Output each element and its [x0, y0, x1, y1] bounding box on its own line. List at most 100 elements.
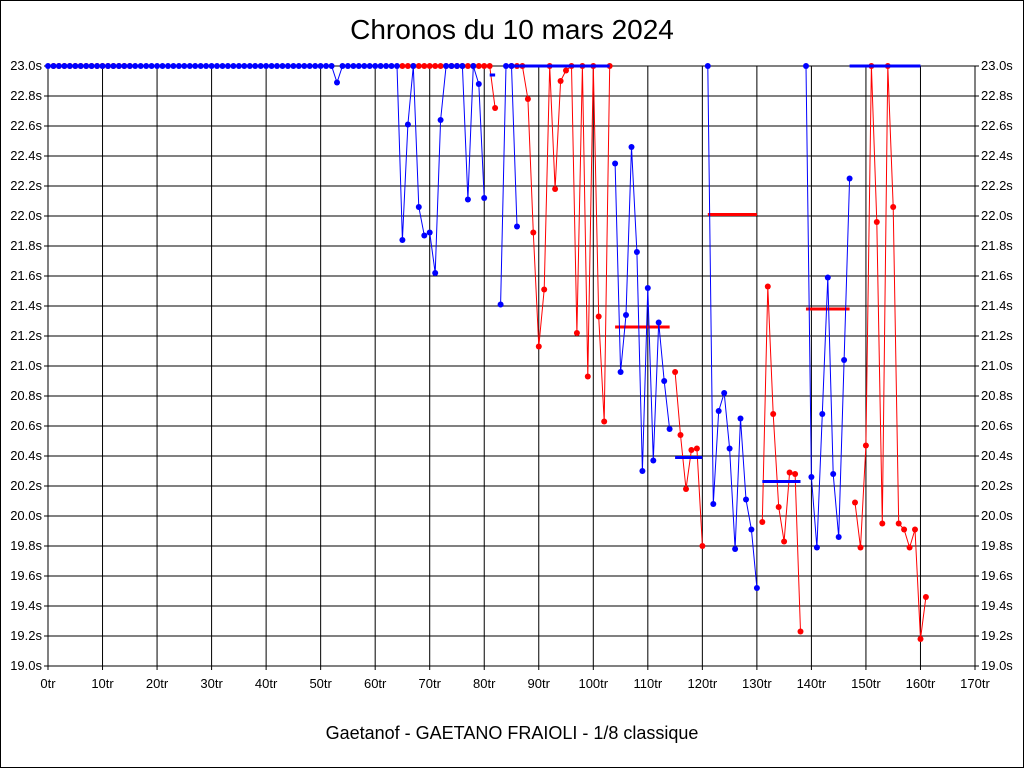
data-point: [524, 96, 531, 102]
data-point: [895, 520, 902, 527]
data-point: [83, 63, 90, 69]
data-point: [759, 519, 766, 525]
data-point: [219, 63, 226, 69]
data-point: [781, 538, 788, 545]
data-point: [737, 415, 744, 422]
data-point: [454, 63, 460, 69]
series-line: [614, 146, 671, 472]
data-point: [45, 63, 51, 69]
data-point: [797, 628, 804, 635]
data-point: [514, 223, 520, 230]
data-point: [143, 63, 150, 69]
data-point: [623, 312, 629, 318]
data-point: [361, 63, 368, 69]
data-point: [743, 496, 749, 503]
y-tick-label-left: 20.6s: [10, 418, 42, 433]
data-point: [421, 232, 428, 239]
y-tick-label-left: 20.0s: [10, 508, 42, 523]
y-tick-label-right: 21.2s: [981, 328, 1013, 343]
data-point: [813, 544, 820, 551]
data-point: [432, 270, 439, 276]
data-point: [693, 445, 700, 452]
y-tick-label-left: 21.6s: [10, 268, 42, 283]
data-point: [448, 63, 455, 69]
data-point: [399, 237, 406, 243]
data-point: [410, 63, 417, 69]
y-tick-label-left: 20.2s: [10, 478, 42, 493]
data-point: [383, 63, 390, 69]
data-point: [61, 63, 68, 69]
data-point: [846, 175, 853, 182]
data-point: [154, 63, 161, 69]
y-tick-label-right: 21.8s: [981, 238, 1013, 253]
x-tick-label: 90tr: [528, 676, 551, 691]
data-point: [841, 357, 848, 363]
data-point: [274, 63, 280, 69]
data-point: [497, 301, 504, 308]
data-point: [208, 63, 215, 69]
data-point: [426, 63, 433, 69]
y-tick-label-left: 19.8s: [10, 538, 42, 553]
data-point: [922, 594, 929, 600]
data-point: [197, 63, 204, 69]
data-point: [268, 63, 275, 69]
data-point: [137, 63, 144, 69]
series-line: [707, 65, 758, 589]
data-point: [459, 63, 466, 69]
data-point: [563, 67, 569, 74]
x-tick-label: 70tr: [419, 676, 442, 691]
data-point: [306, 63, 313, 69]
data-point: [344, 63, 351, 69]
series-line: [854, 65, 927, 640]
data-point: [404, 63, 411, 69]
x-tick-label: 20tr: [146, 676, 169, 691]
x-tick-label: 110tr: [633, 676, 662, 691]
data-point: [655, 319, 662, 326]
data-point: [372, 63, 379, 69]
series-line: [500, 65, 518, 305]
x-tick-label: 40tr: [255, 676, 278, 691]
data-point: [492, 105, 499, 111]
data-point: [470, 63, 477, 69]
data-point: [557, 78, 564, 84]
data-point: [50, 63, 57, 69]
data-point: [105, 63, 111, 69]
data-point: [857, 544, 864, 551]
data-point: [628, 144, 635, 150]
data-point: [148, 63, 155, 69]
data-point: [530, 229, 537, 236]
y-tick-label-left: 21.8s: [10, 238, 42, 253]
series-1: [45, 63, 921, 591]
data-point: [726, 445, 733, 452]
data-point: [786, 469, 793, 476]
chart-title: Chronos du 10 mars 2024: [350, 14, 674, 45]
data-point: [126, 63, 133, 69]
data-point: [181, 63, 188, 69]
data-point: [912, 526, 918, 533]
data-point: [803, 63, 809, 69]
data-point: [535, 343, 542, 350]
x-tick-label: 80tr: [473, 676, 496, 691]
y-tick-label-right: 21.0s: [981, 358, 1013, 373]
data-point: [481, 63, 488, 69]
data-point: [94, 63, 101, 69]
y-tick-label-right: 19.4s: [981, 598, 1013, 613]
data-point: [808, 474, 815, 480]
y-tick-label-right: 20.0s: [981, 508, 1013, 523]
data-point: [573, 330, 580, 336]
y-tick-label-right: 20.4s: [981, 448, 1013, 463]
data-point: [257, 63, 264, 69]
data-point: [415, 63, 422, 69]
data-point: [639, 468, 646, 474]
x-tick-label: 130tr: [742, 676, 772, 691]
y-tick-label-right: 22.4s: [981, 148, 1013, 163]
data-point: [873, 219, 880, 225]
data-point: [475, 81, 482, 87]
data-point: [77, 63, 84, 69]
y-tick-label-right: 19.8s: [981, 538, 1013, 553]
series-line: [402, 65, 496, 109]
data-point: [824, 274, 831, 281]
data-point: [770, 411, 777, 417]
data-point: [710, 501, 717, 507]
